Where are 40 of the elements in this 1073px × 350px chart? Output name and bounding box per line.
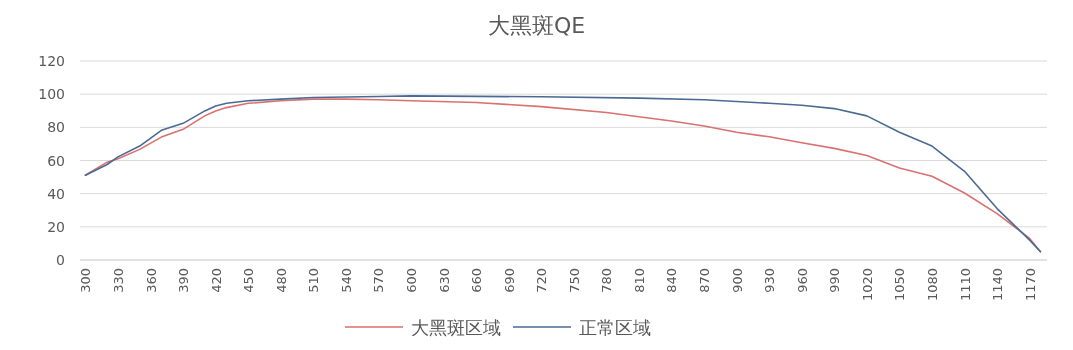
- x-tick-label: 480: [273, 268, 289, 293]
- x-tick-label: 900: [729, 268, 745, 293]
- x-tick-label: 540: [338, 268, 354, 293]
- x-tick-label: 1140: [990, 268, 1006, 302]
- x-tick-label: 990: [827, 268, 843, 293]
- x-tick-label: 330: [110, 268, 126, 293]
- x-tick-label: 360: [143, 268, 159, 293]
- x-tick-label: 390: [176, 268, 192, 293]
- x-tick-label: 840: [664, 268, 680, 293]
- x-tick-label: 600: [404, 268, 420, 293]
- x-tick-label: 300: [78, 268, 94, 293]
- x-tick-label: 1050: [892, 268, 908, 302]
- y-tick-label: 0: [56, 252, 65, 268]
- y-tick-label: 40: [47, 185, 65, 202]
- chart-title: 大黑斑QE: [487, 13, 586, 38]
- x-tick-label: 570: [371, 268, 387, 293]
- y-tick-label: 100: [38, 86, 65, 103]
- x-tick-label: 1080: [924, 268, 940, 302]
- x-tick-label: 660: [469, 268, 485, 293]
- x-tick-label: 450: [241, 268, 257, 293]
- y-tick-label: 80: [47, 119, 65, 136]
- y-tick-label: 120: [38, 53, 65, 69]
- y-tick-label: 20: [47, 218, 65, 235]
- x-tick-label: 750: [566, 268, 582, 293]
- x-tick-label: 1170: [1022, 268, 1038, 302]
- x-tick-label: 810: [631, 268, 647, 293]
- x-tick-label: 420: [208, 268, 224, 293]
- x-tick-label: 630: [436, 268, 452, 293]
- legend-label: 大黑斑区域: [411, 317, 501, 338]
- x-tick-label: 780: [599, 268, 615, 293]
- x-tick-label: 930: [762, 268, 778, 293]
- legend-label: 正常区域: [579, 317, 651, 338]
- x-tick-label: 1110: [957, 268, 973, 302]
- x-tick-label: 510: [306, 268, 322, 293]
- x-tick-label: 690: [501, 268, 517, 293]
- x-tick-label: 1020: [859, 268, 875, 302]
- x-tick-label: 960: [794, 268, 810, 293]
- x-tick-label: 720: [534, 268, 550, 293]
- x-tick-label: 870: [697, 268, 713, 293]
- y-tick-label: 60: [47, 152, 65, 169]
